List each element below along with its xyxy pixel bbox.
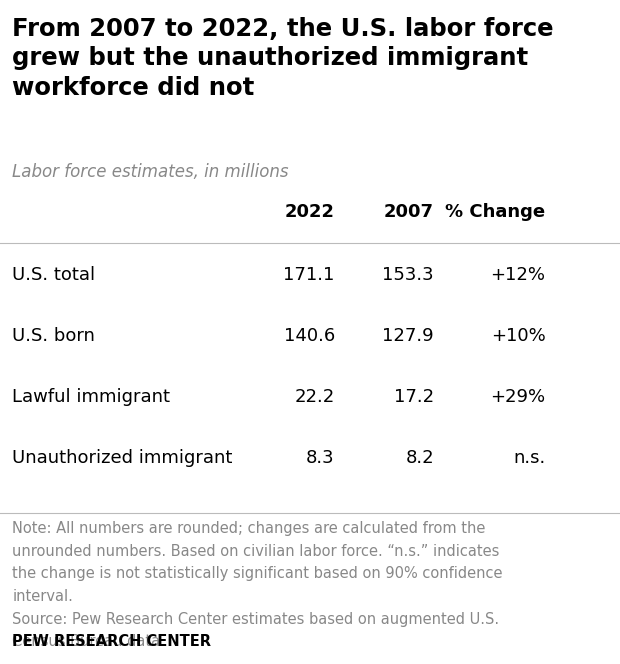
- Text: 22.2: 22.2: [294, 388, 335, 406]
- Text: n.s.: n.s.: [513, 449, 546, 467]
- Text: unrounded numbers. Based on civilian labor force. “n.s.” indicates: unrounded numbers. Based on civilian lab…: [12, 544, 500, 559]
- Text: From 2007 to 2022, the U.S. labor force
grew but the unauthorized immigrant
work: From 2007 to 2022, the U.S. labor force …: [12, 17, 554, 100]
- Text: +10%: +10%: [491, 327, 546, 345]
- Text: Note: All numbers are rounded; changes are calculated from the: Note: All numbers are rounded; changes a…: [12, 521, 486, 537]
- Text: 153.3: 153.3: [383, 266, 434, 284]
- Text: 8.2: 8.2: [405, 449, 434, 467]
- Text: 17.2: 17.2: [394, 388, 434, 406]
- Text: 8.3: 8.3: [306, 449, 335, 467]
- Text: 140.6: 140.6: [283, 327, 335, 345]
- Text: U.S. total: U.S. total: [12, 266, 95, 284]
- Text: 127.9: 127.9: [383, 327, 434, 345]
- Text: Source: Pew Research Center estimates based on augmented U.S.: Source: Pew Research Center estimates ba…: [12, 612, 500, 627]
- Text: Unauthorized immigrant: Unauthorized immigrant: [12, 449, 232, 467]
- Text: Census Bureau data.: Census Bureau data.: [12, 634, 166, 649]
- Text: % Change: % Change: [446, 203, 546, 220]
- Text: PEW RESEARCH CENTER: PEW RESEARCH CENTER: [12, 634, 211, 649]
- Text: the change is not statistically significant based on 90% confidence: the change is not statistically signific…: [12, 566, 503, 582]
- Text: Lawful immigrant: Lawful immigrant: [12, 388, 170, 406]
- Text: +12%: +12%: [490, 266, 546, 284]
- Text: +29%: +29%: [490, 388, 546, 406]
- Text: interval.: interval.: [12, 589, 73, 604]
- Text: U.S. born: U.S. born: [12, 327, 95, 345]
- Text: 171.1: 171.1: [283, 266, 335, 284]
- Text: Labor force estimates, in millions: Labor force estimates, in millions: [12, 163, 289, 181]
- Text: 2022: 2022: [285, 203, 335, 220]
- Text: 2007: 2007: [384, 203, 434, 220]
